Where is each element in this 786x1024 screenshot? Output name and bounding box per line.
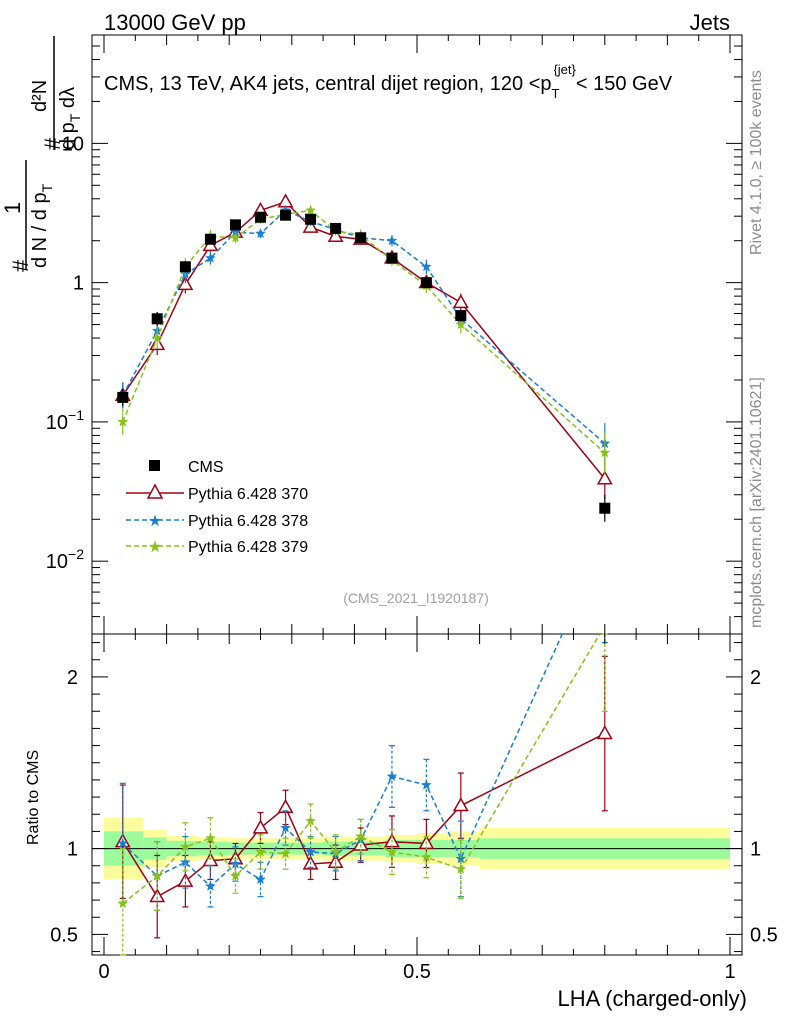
cms-point xyxy=(386,252,398,264)
x-tick-label: 0 xyxy=(98,961,109,983)
ratio-point-379 xyxy=(280,848,291,859)
ratio-point-378 xyxy=(204,880,216,891)
ratio-point-379 xyxy=(420,851,432,862)
ylabel-denominator: d N / d pT xyxy=(29,183,55,268)
axes: 10−2 10−1 1 10 0.5 0.5 1 1 2 2 0 0.5 1 xyxy=(46,34,778,983)
process-label: Jets xyxy=(690,10,730,35)
cms-point xyxy=(305,213,317,225)
ratio-y-tick-label-right: 1 xyxy=(750,839,761,861)
ratio-y-tick-label-right: 2 xyxy=(750,667,761,689)
main-point-378 xyxy=(386,235,398,246)
cms-point xyxy=(255,211,266,223)
ratio-point-379 xyxy=(179,841,191,852)
legend-cms-marker xyxy=(149,460,160,471)
main-line-370 xyxy=(122,201,606,480)
ratio-point-379 xyxy=(117,897,129,909)
main-point-378 xyxy=(420,261,432,272)
x-tick-label: 0.5 xyxy=(403,961,431,983)
legend-378-marker: ★ xyxy=(148,513,162,530)
ratio-point-379 xyxy=(151,870,163,881)
main-y-tick-label: 10−2 xyxy=(46,546,84,573)
ratio-point-370 xyxy=(596,725,613,740)
cms-point xyxy=(330,222,342,234)
cms-point xyxy=(229,219,241,231)
analysis-id-label: (CMS_2021_I1920187) xyxy=(343,590,489,606)
main-y-tick-label: 1 xyxy=(73,273,84,295)
main-point-370 xyxy=(596,470,613,485)
cms-point xyxy=(355,232,367,244)
ratio-point-378 xyxy=(420,779,432,790)
ratio-point-379 xyxy=(455,863,467,874)
ratio-point-370 xyxy=(177,872,194,887)
ratio-point-370 xyxy=(252,819,269,834)
ratio-point-379 xyxy=(330,846,342,857)
ratio-line-378 xyxy=(122,634,564,888)
main-point-370 xyxy=(452,293,469,309)
ratio-point-378 xyxy=(255,873,266,885)
cms-point xyxy=(151,313,163,325)
ratio-panel xyxy=(92,633,742,956)
main-y-tick-label: 10 xyxy=(62,133,84,155)
ratio-y-axis-label: Ratio to CMS xyxy=(25,750,42,845)
ratio-line-370 xyxy=(122,732,606,898)
main-line-378 xyxy=(122,209,606,445)
ratio-point-378 xyxy=(117,837,129,849)
legend-379-marker: ★ xyxy=(148,539,162,556)
ratio-y-tick-label: 1 xyxy=(67,839,78,861)
cms-point xyxy=(455,310,467,322)
main-y-tick-label: 10−1 xyxy=(46,407,84,434)
ratio-y-tick-label-right: 0.5 xyxy=(750,924,778,946)
cms-point xyxy=(599,502,611,514)
collision-energy-label: 13000 GeV pp xyxy=(104,10,246,35)
main-point-378 xyxy=(255,227,266,239)
legend: CMS Pythia 6.428 370 ★ Pythia 6.428 378 … xyxy=(126,459,308,556)
legend-cms-label: CMS xyxy=(188,459,224,476)
ratio-point-378 xyxy=(305,846,317,857)
main-panel xyxy=(114,193,613,522)
main-y-axis-label: # 1 d N / d pT # d²N d pT dλ xyxy=(0,36,83,272)
main-point-379 xyxy=(230,232,241,243)
ratio-point-379 xyxy=(305,815,317,826)
main-point-379 xyxy=(151,332,163,343)
mcplots-source-note: mcplots.cern.ch [arXiv:2401.10621] xyxy=(748,377,765,628)
ylabel-hash-2: # xyxy=(40,137,65,150)
ratio-point-379 xyxy=(355,830,367,842)
cms-point xyxy=(280,209,292,221)
ratio-point-378 xyxy=(386,770,398,782)
cms-point xyxy=(179,261,191,273)
ratio-point-378 xyxy=(280,822,291,833)
ylabel-numerator: 1 xyxy=(0,202,25,214)
legend-370-marker xyxy=(146,483,164,499)
main-point-370 xyxy=(302,218,319,233)
plot-title: CMS, 13 TeV, AK4 jets, central dijet reg… xyxy=(104,62,673,101)
legend-379-label: Pythia 6.428 379 xyxy=(188,539,308,556)
ratio-point-370 xyxy=(452,797,469,812)
x-tick-label: 1 xyxy=(724,961,735,983)
ylabel-numerator-2: d²N xyxy=(29,80,51,112)
ratio-point-379 xyxy=(255,846,266,857)
ylabel-denominator-2: d pT dλ xyxy=(57,87,83,150)
ratio-point-379 xyxy=(230,870,241,881)
ratio-plot-frame xyxy=(91,633,743,956)
legend-378-label: Pythia 6.428 378 xyxy=(188,513,308,530)
main-point-379 xyxy=(117,416,129,427)
main-point-370 xyxy=(177,275,194,291)
ratio-y-tick-label: 2 xyxy=(67,667,78,689)
x-axis-label: LHA (charged-only) xyxy=(557,986,747,1011)
cms-point xyxy=(420,277,432,289)
legend-370-label: Pythia 6.428 370 xyxy=(188,486,308,503)
main-point-378 xyxy=(204,252,216,263)
ratio-y-tick-label: 0.5 xyxy=(50,924,78,946)
main-line-379 xyxy=(122,209,606,454)
ratio-point-370 xyxy=(149,888,166,903)
main-point-379 xyxy=(599,447,611,458)
ratio-point-379 xyxy=(204,832,216,843)
ratio-point-379 xyxy=(386,846,398,857)
rivet-version-note: Rivet 4.1.0, ≥ 100k events xyxy=(748,70,765,255)
main-point-379 xyxy=(305,204,317,216)
main-point-379 xyxy=(455,318,467,330)
cms-point xyxy=(117,391,129,403)
cms-point xyxy=(204,233,216,245)
